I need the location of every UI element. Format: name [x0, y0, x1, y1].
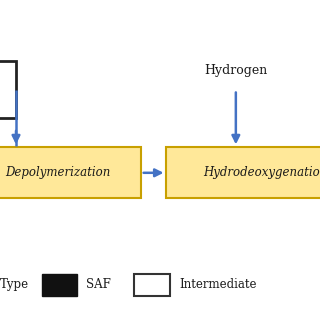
Bar — [0, 147, 141, 198]
Text: Hydrodeoxygenation: Hydrodeoxygenation — [204, 166, 320, 179]
Text: Hydrogen: Hydrogen — [204, 64, 268, 77]
Text: Intermediate: Intermediate — [179, 278, 257, 291]
Text: Depolymerization: Depolymerization — [5, 166, 110, 179]
Bar — [42, 274, 77, 296]
Text: Type: Type — [0, 278, 29, 291]
Bar — [166, 147, 320, 198]
Bar — [134, 274, 170, 296]
Text: SAF: SAF — [86, 278, 111, 291]
Bar — [0, 61, 16, 118]
